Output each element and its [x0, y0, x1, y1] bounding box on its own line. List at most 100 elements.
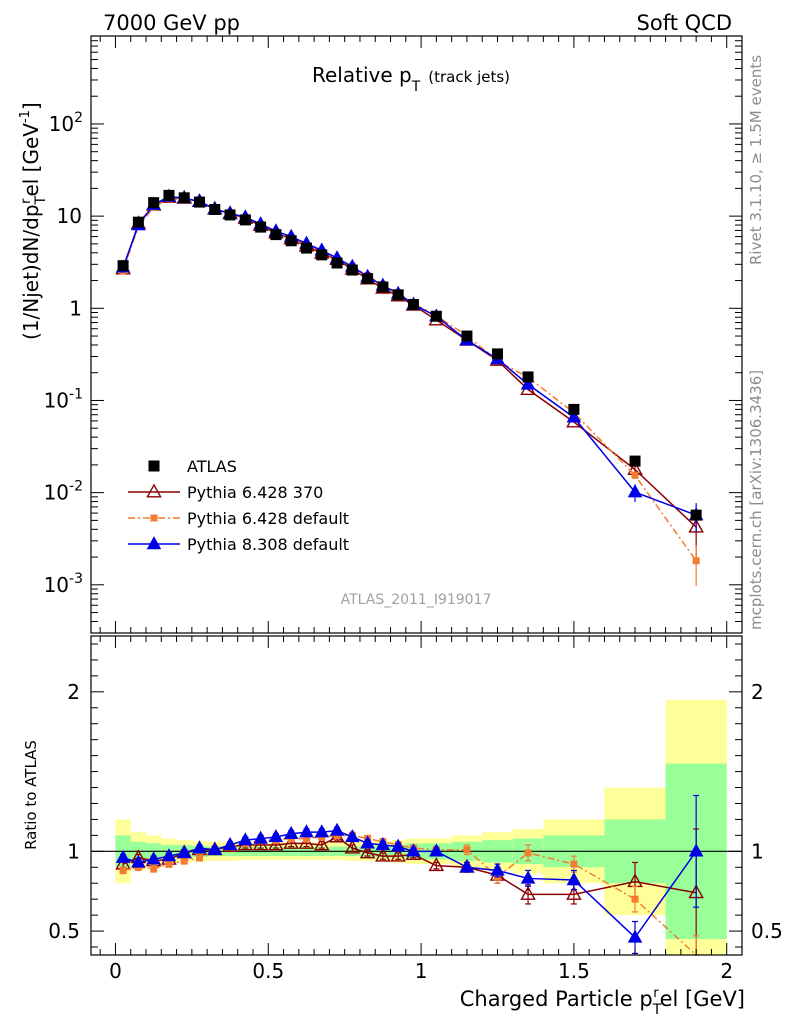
point-ratio — [566, 885, 582, 900]
point-ratio — [222, 837, 238, 851]
ratio-bands — [115, 699, 727, 955]
y-tick-label: 102 — [49, 110, 83, 136]
point-atlas — [331, 257, 343, 269]
point-ratio — [180, 857, 188, 865]
point-atlas — [209, 203, 221, 215]
point-atlas — [239, 214, 251, 226]
point-ratio — [283, 825, 299, 839]
ratio-tick-label-right: 1 — [751, 839, 764, 863]
header-left: 7000 GeV pp — [103, 11, 240, 35]
main-frame — [90, 35, 743, 634]
point-main — [692, 557, 700, 565]
legend-marker — [150, 514, 158, 522]
point-ratio — [131, 854, 146, 868]
point-ratio — [196, 854, 203, 862]
y-tick-label: 10 — [57, 204, 82, 228]
legend-label: ATLAS — [187, 457, 237, 476]
legend-marker — [148, 460, 160, 472]
point-ratio — [161, 848, 177, 862]
series-line-main — [122, 196, 697, 528]
y-tick-label: 10-2 — [44, 479, 83, 505]
point-ratio — [520, 885, 536, 900]
point-atlas — [224, 209, 236, 221]
point-ratio — [146, 851, 161, 865]
ratio-tick-label-left: 1 — [67, 839, 80, 863]
point-ratio — [165, 860, 173, 868]
point-ratio — [520, 870, 536, 884]
x-tick-label: 0 — [109, 959, 122, 983]
point-atlas — [270, 229, 282, 241]
point-atlas — [178, 192, 190, 204]
x-tick-label: 2 — [720, 959, 733, 983]
point-main — [631, 471, 639, 479]
x-tick-label: 1.5 — [558, 959, 590, 983]
point-ratio — [302, 835, 310, 843]
point-atlas — [392, 289, 404, 301]
point-atlas — [255, 221, 267, 233]
point-ratio — [375, 847, 391, 862]
title-sub: T — [411, 79, 421, 95]
point-atlas — [377, 281, 389, 293]
point-ratio — [283, 834, 299, 849]
point-ratio — [390, 847, 406, 862]
y-tick-label: 10-3 — [44, 571, 83, 597]
point-ratio — [268, 836, 284, 851]
point-ratio — [463, 846, 471, 854]
point-atlas — [407, 298, 419, 310]
point-ratio — [459, 859, 475, 873]
point-atlas — [690, 509, 702, 521]
point-ratio — [115, 849, 131, 863]
point-atlas — [285, 235, 297, 247]
ratio-tick-label-left: 0.5 — [48, 919, 80, 943]
legend-label: Pythia 8.308 default — [187, 535, 349, 554]
ratio-tick-label-left: 2 — [67, 680, 80, 704]
point-atlas — [316, 249, 328, 261]
y-tick-label: 1 — [69, 296, 82, 320]
series-line-main — [122, 197, 697, 562]
point-ratio — [627, 929, 643, 943]
chart-title: Relative pT (track jets) — [312, 63, 510, 95]
point-ratio — [688, 843, 704, 857]
point-atlas — [346, 264, 358, 276]
point-ratio — [406, 843, 421, 857]
legend-marker — [146, 536, 162, 550]
point-ratio — [428, 857, 445, 872]
point-ratio — [329, 822, 345, 836]
point-ratio — [313, 836, 330, 851]
point-main — [627, 484, 643, 498]
point-ratio — [570, 860, 578, 868]
x-tick-label: 1 — [415, 959, 428, 983]
y-axis-label: (1/Njet)dN/dpTrel [GeV-1] — [18, 102, 49, 340]
point-ratio — [345, 829, 360, 843]
point-main — [520, 376, 536, 390]
ratio-frame — [90, 635, 743, 956]
point-ratio — [390, 838, 406, 852]
legend-marker — [146, 483, 162, 498]
point-ratio — [490, 862, 505, 876]
point-ratio — [360, 835, 375, 849]
point-ratio — [566, 872, 582, 886]
mcplots-label: mcplots.cern.ch [arXiv:1306.3436] — [747, 370, 765, 630]
point-ratio — [176, 845, 192, 859]
point-ratio — [299, 824, 314, 838]
point-ratio — [268, 829, 284, 843]
point-atlas — [163, 189, 175, 201]
analysis-id: ATLAS_2011_I919017 — [341, 592, 492, 608]
point-atlas — [300, 242, 312, 254]
point-ratio — [238, 832, 253, 846]
x-axis-label: Charged Particle pTrel [GeV] — [460, 986, 745, 1018]
point-atlas — [491, 348, 503, 360]
point-ratio — [375, 837, 391, 851]
series-line-ratio — [122, 834, 697, 956]
point-ratio — [207, 841, 223, 855]
point-ratio — [150, 865, 158, 873]
point-atlas — [132, 216, 144, 228]
point-atlas — [568, 403, 580, 415]
point-ratio — [429, 843, 444, 857]
point-atlas — [461, 330, 473, 342]
point-atlas — [148, 197, 160, 209]
point-atlas — [522, 371, 534, 383]
point-ratio — [359, 844, 376, 859]
point-atlas — [629, 455, 641, 467]
point-atlas — [430, 310, 442, 322]
